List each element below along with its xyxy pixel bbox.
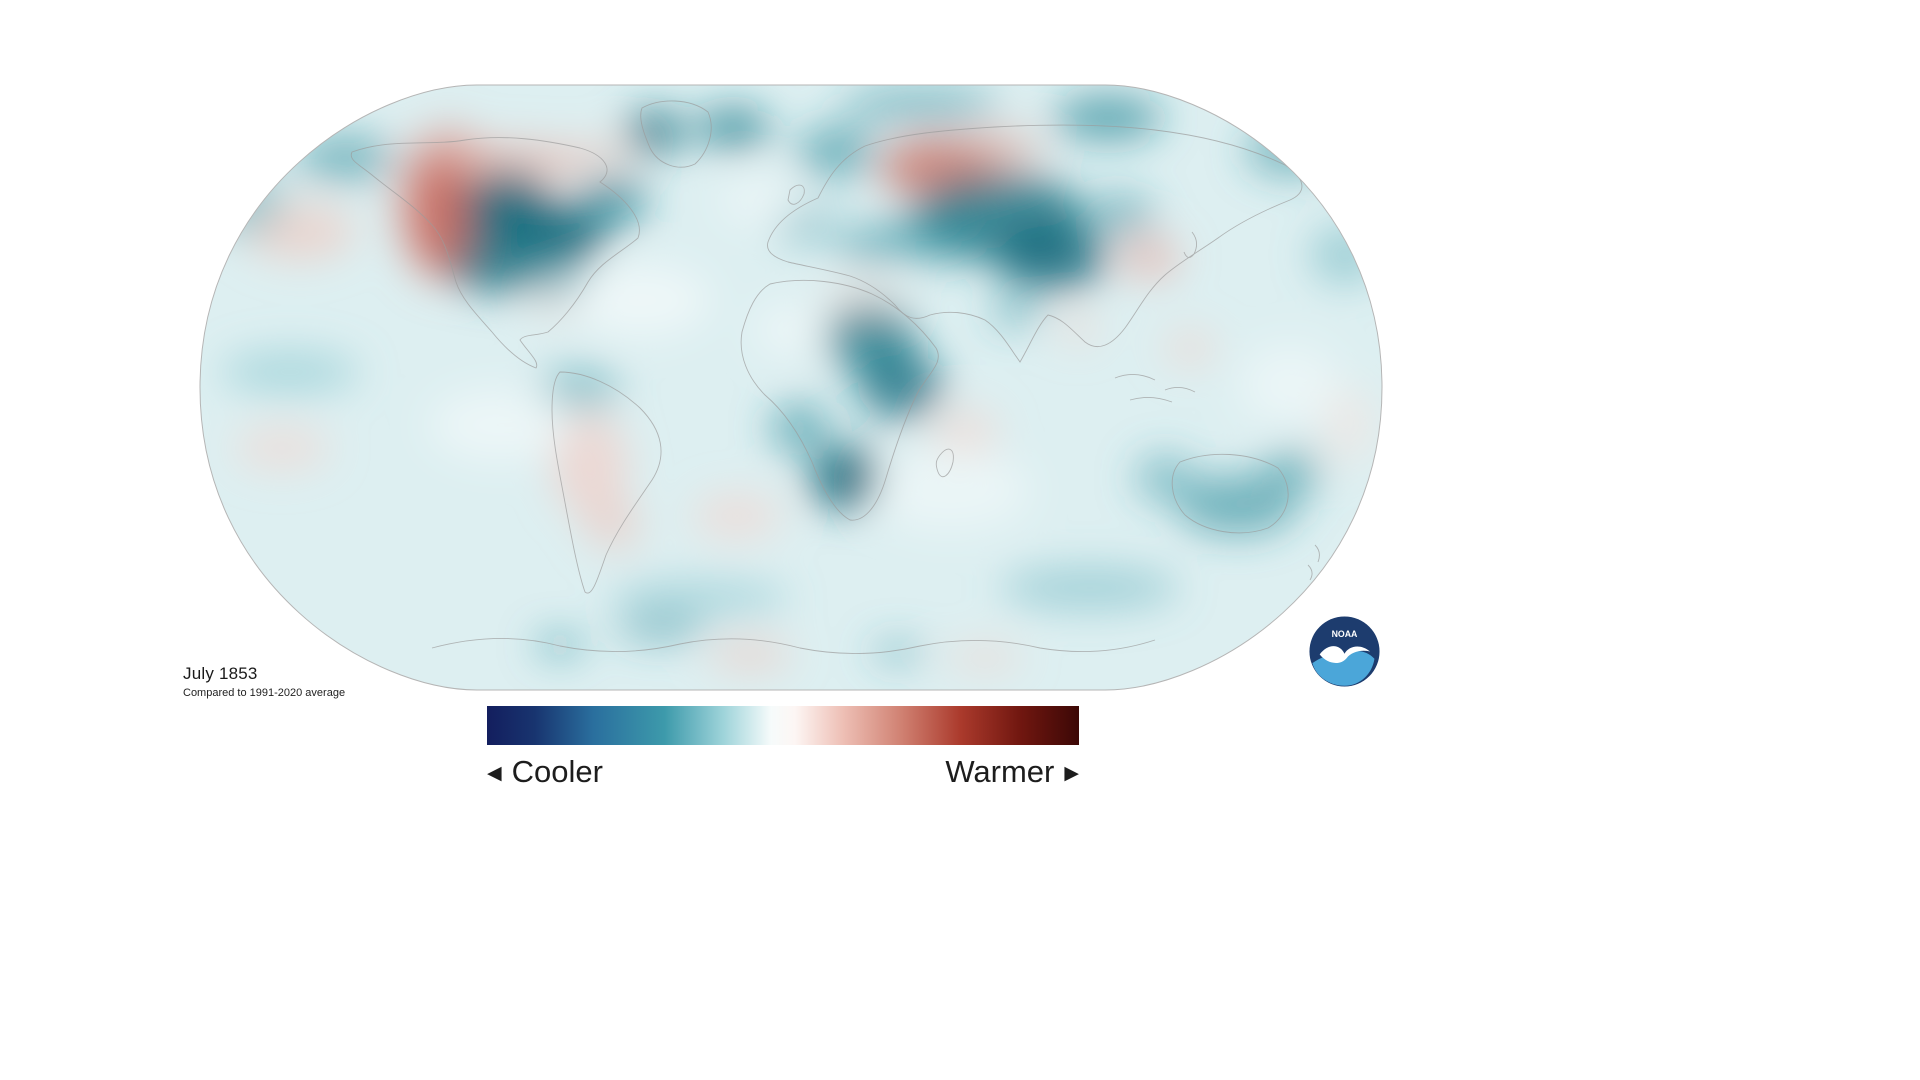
cooler-label: Cooler — [511, 754, 603, 789]
outline-australia — [1171, 453, 1289, 534]
anomaly-blob-indian-ocean-pink — [931, 408, 999, 456]
anomaly-blob-northern-canada-warm-band — [450, 140, 590, 184]
anomaly-blob-east-australia-cool — [1262, 448, 1322, 496]
anomaly-blob-scandinavia-cool — [796, 126, 876, 178]
anomaly-blob-northeast-china-cool — [1085, 193, 1155, 237]
legend-labels: ◀ Cooler Warmer ▶ — [487, 754, 1079, 790]
anomaly-blob-southern-africa-cool — [810, 446, 880, 510]
anomaly-blob-eastern-canada-cool — [577, 176, 647, 228]
cooler-arrow-icon: ◀ — [487, 762, 502, 784]
noaa-logo-gull-icon — [1319, 646, 1371, 663]
anomaly-blob-hudson-bay-cool — [525, 205, 605, 265]
outline-africa — [740, 279, 939, 521]
anomaly-blob-south-pacific-pink — [234, 426, 330, 470]
anomaly-blob-black-sea-cool — [835, 223, 905, 267]
anomaly-blob-northern-south-america-cool — [540, 366, 620, 410]
anomaly-blob-bay-of-bengal-pink — [1056, 312, 1100, 344]
noaa-logo-text: NOAA — [1332, 629, 1358, 639]
anomaly-blob-indian-ocean-neutral — [870, 450, 1030, 530]
anomaly-blob-south-atlantic-africa-cool — [770, 402, 830, 454]
anomaly-blob-brazil-pink — [552, 413, 628, 517]
caption-date: July 1853 — [183, 664, 258, 683]
anomaly-blob-south-pacific-east-pale-pink — [1320, 385, 1376, 465]
outline-british-isles — [787, 184, 805, 205]
anomaly-blob-antarctica-pink-west — [708, 641, 792, 669]
anomaly-blob-tibet-cool — [997, 226, 1107, 290]
anomaly-blob-greenland-cool — [625, 110, 685, 154]
anomaly-blob-western-us-cool — [449, 237, 545, 293]
anomaly-blob-argentina-pink — [585, 500, 641, 550]
anomaly-blob-atlantic-neutral — [570, 265, 710, 335]
anomaly-blob-northern-russia-pink — [960, 130, 1040, 170]
anomaly-blob-central-africa-cool — [858, 350, 942, 420]
outline-greenland — [640, 100, 712, 168]
anomaly-blob-philippines-pink — [1164, 330, 1216, 366]
outline-eurasia — [767, 124, 1303, 363]
continent-outlines — [350, 100, 1320, 654]
anomaly-blob-alaska-bering-cool — [295, 134, 395, 182]
map-projection-outline — [199, 84, 1383, 691]
anomaly-blob-south-atlantic-pink — [692, 494, 782, 538]
noaa-logo: NOAA — [1309, 616, 1380, 687]
anomaly-blob-tropical-pacific-cool-band — [220, 350, 360, 394]
anomaly-blob-northwest-pacific-cool — [1310, 225, 1380, 285]
outline-antarctica — [431, 638, 1156, 654]
legend-warmer: Warmer ▶ — [945, 754, 1079, 790]
map-caption: July 1853 Compared to 1991-2020 average — [183, 664, 345, 699]
outline-indonesia — [1114, 374, 1196, 403]
anomaly-blob-west-australia-cool — [1135, 454, 1195, 502]
anomaly-blob-antarctic-coast-cool-dark — [535, 635, 585, 655]
anomaly-blob-southern-ocean-cool-band-west — [610, 578, 790, 618]
outline-madagascar — [935, 448, 954, 478]
anomaly-blob-north-atlantic-cool — [695, 108, 771, 148]
outline-new-zealand — [1307, 544, 1320, 581]
warmer-label: Warmer — [945, 754, 1055, 789]
anomaly-blob-east-asia-coast-pink — [1120, 236, 1180, 280]
legend-cooler: ◀ Cooler — [487, 754, 603, 790]
anomaly-blob-kazakhstan-cool — [885, 207, 975, 263]
anomaly-blob-east-pacific-neutral — [430, 390, 570, 460]
anomaly-blob-antarctic-coast-cool-mid — [870, 641, 926, 663]
anomaly-blob-arctic-canada-pink — [565, 139, 635, 171]
warmer-arrow-icon: ▶ — [1064, 762, 1079, 784]
anomaly-blob-india-cool — [990, 290, 1040, 330]
outline-south-america — [551, 371, 662, 594]
anomaly-blob-arctic-cool — [840, 87, 1000, 123]
legend: ◀ Cooler Warmer ▶ — [487, 706, 1079, 790]
caption-baseline: Compared to 1991-2020 average — [183, 687, 346, 699]
outline-japan — [1183, 231, 1197, 258]
anomaly-blob-arctic-russia-cool — [1053, 96, 1163, 140]
anomaly-blob-mid-atlantic-neutral — [720, 175, 800, 225]
anomaly-blob-sahel-neutral — [755, 305, 825, 355]
anomaly-blob-antarctic-coast-cool-west — [615, 614, 705, 642]
colorbar — [487, 706, 1079, 745]
anomaly-blob-southern-ocean-cool-band-east — [1000, 566, 1180, 610]
anomaly-blob-south-australia-cool — [1177, 475, 1297, 535]
anomaly-blob-west-pacific-neutral — [1240, 345, 1340, 425]
anomaly-blob-antarctica-pink-east — [947, 645, 1023, 671]
outline-north-america — [350, 137, 640, 369]
anomaly-blob-north-pacific-cool-left — [200, 165, 285, 235]
